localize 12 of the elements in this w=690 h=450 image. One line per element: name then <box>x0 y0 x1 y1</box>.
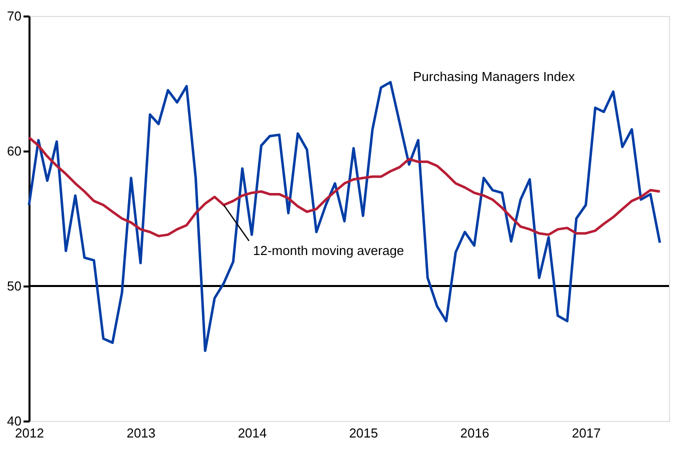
x-tick-label: 2012 <box>15 426 44 440</box>
x-tick-label: 2013 <box>126 426 156 440</box>
x-tick-label: 2017 <box>572 426 601 440</box>
y-tick-label: 50 <box>7 278 22 294</box>
text: 12-month moving average <box>253 242 404 258</box>
x-tick-label: 2015 <box>349 426 378 440</box>
y-tick-label: 40 <box>7 414 22 428</box>
y-tick-label: 70 <box>7 8 22 24</box>
x-tick-label: 2014 <box>238 426 267 440</box>
x-tick-label: 2016 <box>460 426 490 440</box>
y-tick-label: 60 <box>7 144 22 158</box>
series-label: Purchasing Managers Index <box>413 68 576 84</box>
